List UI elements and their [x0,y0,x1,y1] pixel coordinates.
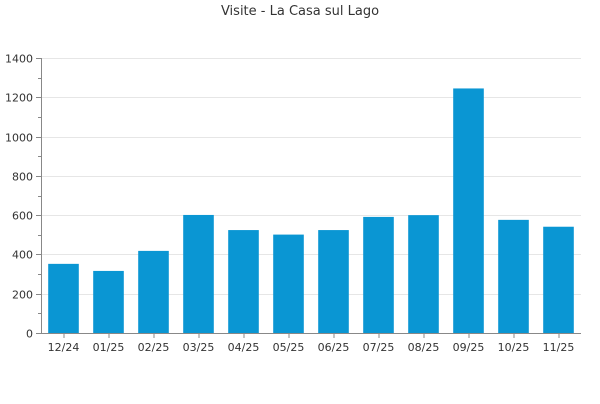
bar-layer [48,88,574,333]
bar-05-25[interactable] [273,234,304,333]
bar-08-25[interactable] [408,215,439,333]
bar-09-25[interactable] [453,88,484,333]
axis-layer: 0 200 400 600 800 1000 1200 1400 12/24 01/25 02/25… [5,53,581,354]
y-tick-label: 200 [12,289,33,302]
x-tick-label: 04/25 [228,341,260,354]
x-tick-label: 11/25 [543,341,575,354]
y-tick-label: 400 [12,249,33,262]
x-tick-label: 02/25 [138,341,170,354]
bar-01-25[interactable] [93,270,124,333]
bar-11-25[interactable] [543,226,574,333]
bar-07-25[interactable] [363,216,394,333]
x-tick-label: 01/25 [93,341,125,354]
grid-layer [41,58,581,295]
x-tick-label: 06/25 [318,341,350,354]
bar-04-25[interactable] [228,230,259,333]
x-tick-label: 09/25 [453,341,485,354]
x-tick-label: 08/25 [408,341,440,354]
bar-10-25[interactable] [498,219,529,333]
y-tick-label: 1000 [5,132,33,145]
x-tick-label: 10/25 [498,341,530,354]
y-tick-label: 1200 [5,92,33,105]
bar-02-25[interactable] [138,250,169,333]
y-tick-label: 0 [26,328,33,341]
bar-12-24[interactable] [48,263,79,333]
x-tick-label: 07/25 [363,341,395,354]
chart-title: Visite - La Casa sul Lago [220,4,380,19]
y-tick-label: 1400 [5,53,33,66]
x-tick-label: 03/25 [183,341,215,354]
y-tick-label: 800 [12,171,33,184]
x-tick-label: 12/24 [48,341,80,354]
x-tick-label: 05/25 [273,341,305,354]
y-tick-label: 600 [12,210,33,223]
bar-06-25[interactable] [318,230,349,333]
bar-03-25[interactable] [183,214,214,333]
